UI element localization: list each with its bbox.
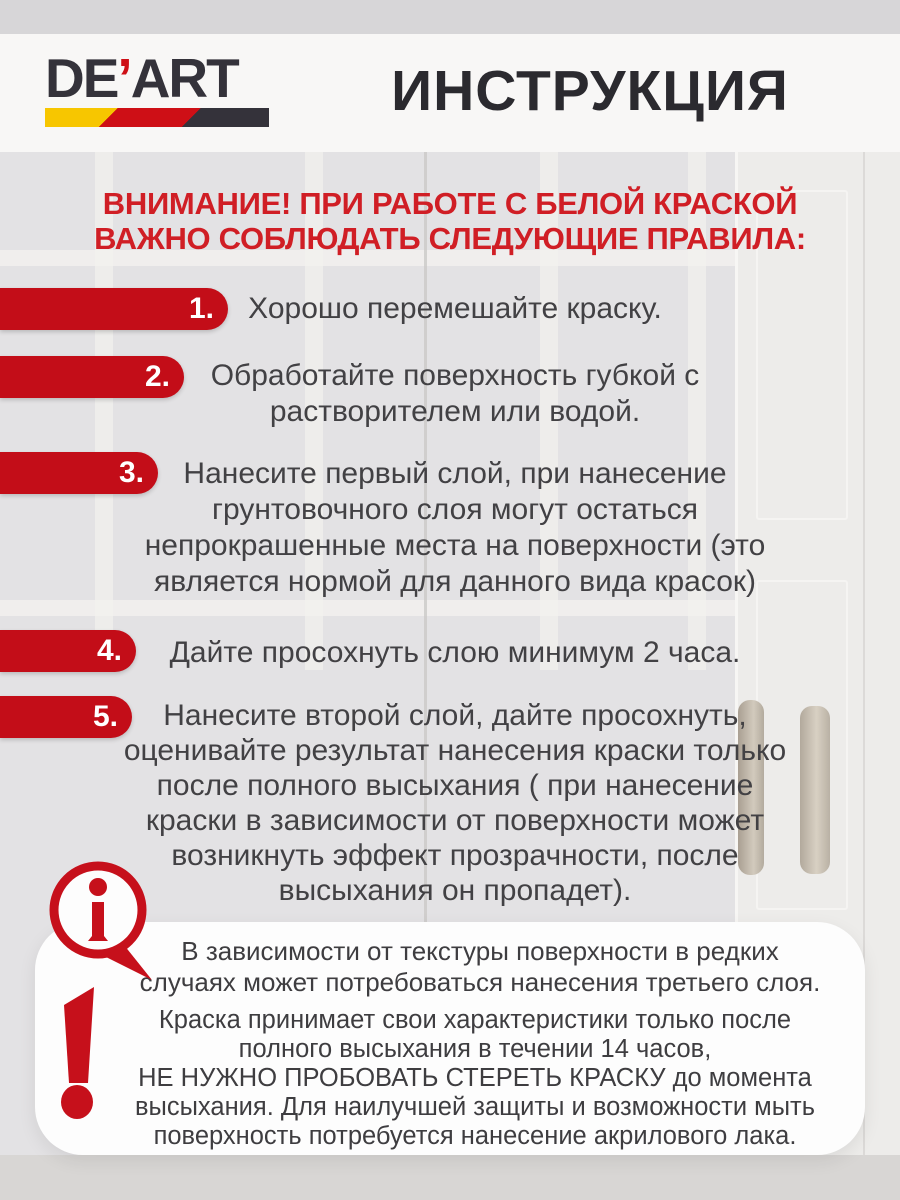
info-speech-bubble-icon (49, 861, 152, 980)
door-frame-line (688, 150, 706, 670)
step-number: 4. (96, 634, 122, 667)
door-handle (800, 706, 830, 874)
step-number-ribbon: 5. (0, 696, 132, 738)
page-title: ИНСТРУКЦИЯ (391, 59, 789, 123)
logo-apostrophe: ’ (117, 47, 132, 109)
warning-heading: ВНИМАНИЕ! ПРИ РАБОТЕ С БЕЛОЙ КРАСКОЙ ВАЖ… (94, 186, 806, 256)
step-number: 1. (188, 292, 214, 325)
door-frame-line (0, 250, 735, 266)
step-number: 3. (118, 456, 144, 489)
step-number: 5. (92, 700, 118, 733)
step-text: Нанесите второй слой, дайте просохнуть, … (123, 699, 787, 907)
door-frame-line (305, 150, 323, 670)
door-frame-line (540, 150, 558, 670)
exclamation-mark-icon (61, 987, 94, 1119)
step-text: Хорошо перемешайте краску. (248, 292, 662, 325)
door-center-seam (424, 150, 427, 1200)
step-number-ribbon: 4. (0, 630, 136, 672)
step-number-ribbon: 1. (0, 288, 228, 330)
photo-wall-strip (0, 0, 900, 34)
door-frame-line (95, 150, 113, 670)
step-text: Нанесите первый слой, при нанесение грун… (144, 457, 766, 598)
logo-flag-stripe (45, 108, 269, 127)
notes-panel: В зависимости от текстуры поверхности в … (35, 922, 865, 1155)
step-number-ribbon: 3. (0, 452, 158, 494)
header-band (0, 34, 900, 152)
photo-floor-strip (0, 1155, 900, 1200)
door-frame-line (0, 600, 735, 616)
brand-logo: DE’ART (45, 50, 285, 127)
step-text: Дайте просохнуть слою минимум 2 часа. (169, 636, 741, 669)
step-number-ribbon: 2. (0, 356, 184, 398)
warning-note-text: Краска принимает свои характеристики тол… (134, 1006, 816, 1150)
step-number: 2. (144, 360, 170, 393)
door-handle (738, 700, 764, 875)
step-text: Обработайте поверхность губкой с раствор… (210, 359, 700, 428)
brand-logo-text: DE’ART (45, 47, 240, 109)
info-note-text: В зависимости от текстуры поверхности в … (139, 936, 821, 997)
